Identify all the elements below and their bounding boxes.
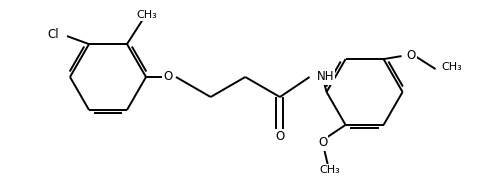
- Text: O: O: [317, 136, 327, 149]
- Text: CH₃: CH₃: [440, 62, 461, 72]
- Text: CH₃: CH₃: [319, 165, 339, 175]
- Text: Cl: Cl: [47, 28, 59, 41]
- Text: NH: NH: [316, 70, 333, 84]
- Text: O: O: [163, 70, 172, 84]
- Text: O: O: [275, 130, 284, 143]
- Text: CH₃: CH₃: [136, 10, 157, 20]
- Text: O: O: [406, 49, 415, 62]
